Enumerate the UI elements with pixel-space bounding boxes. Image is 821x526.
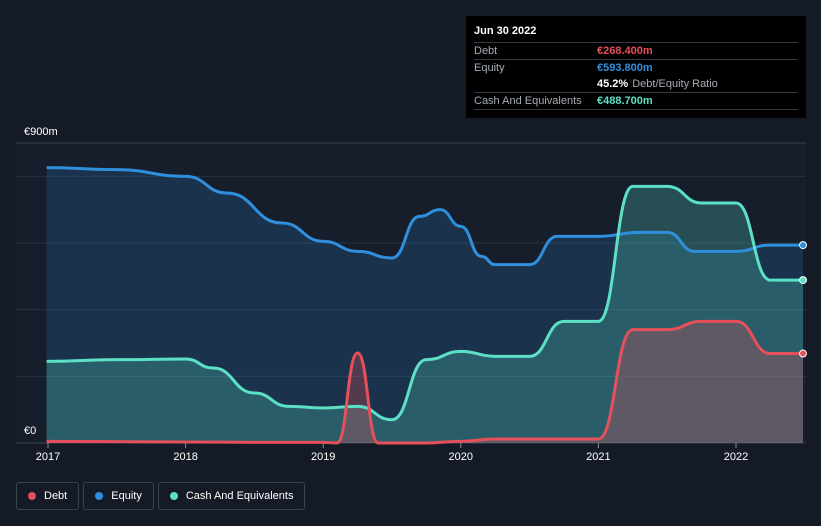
tooltip-label: Debt <box>474 45 498 57</box>
data-tooltip: Jun 30 2022 Debt €268.400m Equity €593.8… <box>466 16 806 118</box>
legend-label: Cash And Equivalents <box>185 490 294 502</box>
y-axis-min-label: €0 <box>24 425 37 437</box>
cash-and-equivalents-line <box>46 184 803 422</box>
tooltip-row-equity: Equity €593.800m <box>474 59 798 76</box>
tooltip-value: €488.700m <box>597 95 653 107</box>
equity-line <box>46 166 803 267</box>
equity-endpoint <box>799 241 807 250</box>
x-tick-label: 2021 <box>586 451 610 463</box>
x-tick-label: 2017 <box>36 451 60 463</box>
x-tick-label: 2018 <box>173 451 197 463</box>
legend-item-equity[interactable]: Equity <box>83 482 154 510</box>
tooltip-row-cash: Cash And Equivalents €488.700m <box>474 92 798 110</box>
cash-and-equivalents-endpoint <box>799 276 807 285</box>
legend-item-cash[interactable]: Cash And Equivalents <box>157 482 306 510</box>
series-endpoints <box>799 241 807 358</box>
x-tick-label: 2019 <box>311 451 335 463</box>
cash-dot-icon <box>169 492 178 500</box>
cash-and-equivalents-area <box>46 186 803 443</box>
debt-dot-icon <box>28 492 36 500</box>
x-tick-label: 2022 <box>724 451 748 463</box>
plot-background <box>16 143 806 443</box>
tooltip-value: 45.2% <box>597 78 629 90</box>
y-axis-max-label: €900m <box>24 126 58 138</box>
tooltip-row-debt: Debt €268.400m <box>474 42 798 59</box>
debt-line <box>46 319 803 445</box>
tooltip-ratio-label: Debt/Equity Ratio <box>632 78 718 90</box>
equity-dot-icon <box>95 492 104 500</box>
x-axis-ticks: 2017 2018 2019 2020 2021 2022 <box>36 443 748 463</box>
legend: Debt Equity Cash And Equivalents <box>16 482 306 510</box>
debt-area <box>46 321 803 443</box>
tooltip-value: €593.800m <box>597 62 653 74</box>
legend-label: Equity <box>111 490 142 502</box>
series-lines <box>46 166 803 445</box>
legend-item-debt[interactable]: Debt <box>16 482 80 510</box>
debt-endpoint <box>799 349 807 358</box>
tooltip-row-ratio: 45.2% Debt/Equity Ratio <box>474 76 798 92</box>
tooltip-date: Jun 30 2022 <box>474 25 537 37</box>
tooltip-label: Equity <box>474 62 505 74</box>
x-tick-label: 2020 <box>449 451 473 463</box>
tooltip-value: €268.400m <box>597 45 653 57</box>
tooltip-label: Cash And Equivalents <box>474 95 582 107</box>
legend-label: Debt <box>44 490 68 502</box>
